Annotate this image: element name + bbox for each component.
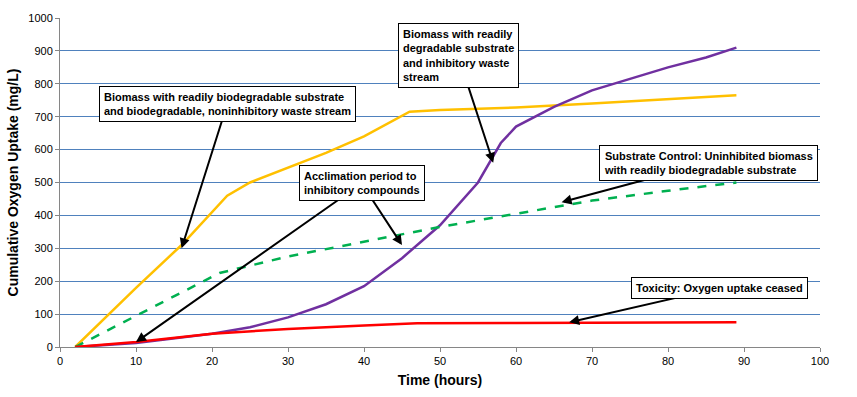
svg-text:30: 30 <box>282 355 294 367</box>
svg-text:Acclimation period toinhibitor: Acclimation period toinhibitory compound… <box>304 170 420 196</box>
svg-text:40: 40 <box>358 355 370 367</box>
svg-text:90: 90 <box>738 355 750 367</box>
svg-text:20: 20 <box>206 355 218 367</box>
svg-text:Biomass with readily biodegrad: Biomass with readily biodegradable subst… <box>104 91 351 117</box>
svg-text:Toxicity: Oxygen uptake ceased: Toxicity: Oxygen uptake ceased <box>636 282 803 294</box>
svg-text:50: 50 <box>434 355 446 367</box>
svg-text:0: 0 <box>47 341 53 353</box>
svg-text:600: 600 <box>34 143 52 155</box>
svg-text:60: 60 <box>510 355 522 367</box>
svg-text:300: 300 <box>34 242 52 254</box>
svg-text:70: 70 <box>586 355 598 367</box>
svg-text:0: 0 <box>57 355 63 367</box>
svg-text:Biomass with readilydegradable: Biomass with readilydegradable substrate… <box>403 28 514 83</box>
svg-text:500: 500 <box>34 176 52 188</box>
svg-text:900: 900 <box>34 45 52 57</box>
svg-text:100: 100 <box>811 355 829 367</box>
svg-text:Substrate Control: Uninhibited: Substrate Control: Uninhibited biomasswi… <box>604 150 813 176</box>
svg-text:800: 800 <box>34 78 52 90</box>
svg-text:Cumulative Oxygen Uptake (mg/L: Cumulative Oxygen Uptake (mg/L) <box>5 69 21 297</box>
svg-text:700: 700 <box>34 111 52 123</box>
svg-text:Time (hours): Time (hours) <box>398 372 483 388</box>
svg-text:400: 400 <box>34 209 52 221</box>
svg-text:200: 200 <box>34 275 52 287</box>
svg-text:80: 80 <box>662 355 674 367</box>
svg-text:1000: 1000 <box>28 12 52 24</box>
svg-text:10: 10 <box>130 355 142 367</box>
svg-text:100: 100 <box>34 308 52 320</box>
